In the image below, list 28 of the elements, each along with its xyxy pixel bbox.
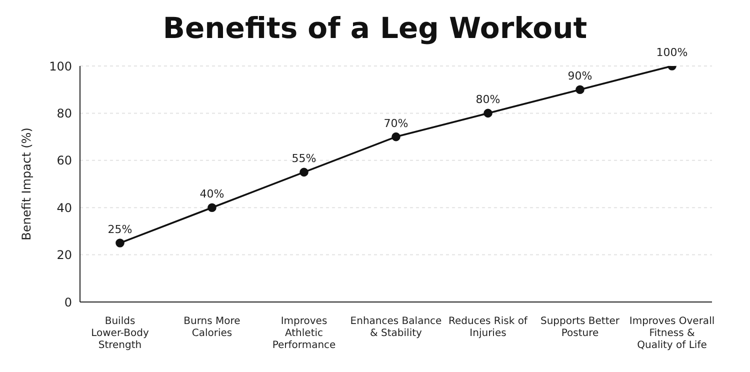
y-tick-label: 20 xyxy=(56,248,72,262)
y-tick-label: 0 xyxy=(64,295,72,310)
x-tick-label: Burns More Calories xyxy=(184,316,240,339)
data-label: 90% xyxy=(568,70,592,83)
x-tick-label: Improves Overall Fitness & Quality of Life xyxy=(629,316,715,351)
point xyxy=(484,108,492,118)
y-axis-title: Benefit Impact (%) xyxy=(19,128,34,240)
x-tick-label: Supports Better Posture xyxy=(540,316,620,339)
point xyxy=(300,168,308,177)
point xyxy=(576,85,584,94)
x-tick-label: Reduces Risk of Injuries xyxy=(448,316,528,339)
chart-title: Benefits of a Leg Workout xyxy=(162,11,588,45)
y-tick-label: 60 xyxy=(56,154,72,168)
x-tick-label: Improves Athletic Performance xyxy=(272,316,336,351)
y-tick-label: 100 xyxy=(49,59,72,74)
data-label: 100% xyxy=(656,46,688,59)
x-tick-label: Enhances Balance & Stability xyxy=(350,316,442,339)
y-tick-label: 40 xyxy=(56,200,72,215)
point xyxy=(208,203,216,212)
data-label: 25% xyxy=(108,223,132,236)
x-tick-label: Builds Lower-Body Strength xyxy=(91,316,149,351)
data-label: 70% xyxy=(384,116,408,130)
data-label: 55% xyxy=(292,152,316,166)
point xyxy=(116,238,124,248)
data-label: 40% xyxy=(200,188,224,201)
point xyxy=(392,132,400,142)
y-tick-label: 80 xyxy=(56,106,72,120)
data-label: 80% xyxy=(476,93,500,106)
